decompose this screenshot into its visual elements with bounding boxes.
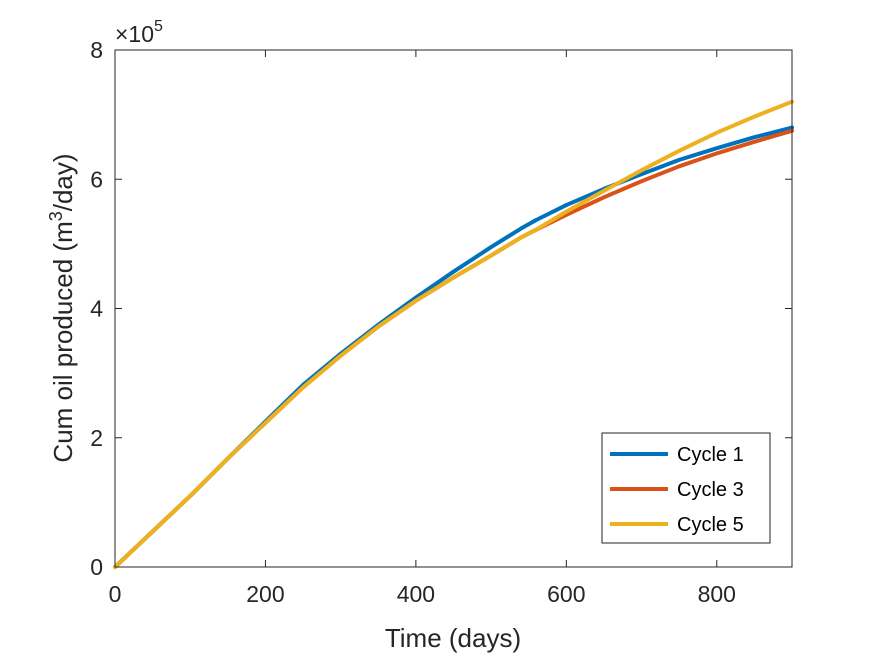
x-tick-label: 600	[547, 581, 585, 607]
x-axis-label: Time (days)	[385, 623, 521, 653]
y-axis-label: Cum oil produced (m3/day)	[46, 153, 78, 462]
legend-label: Cycle 5	[677, 514, 744, 536]
y-axis-label-sup: 3	[46, 211, 66, 221]
y-tick-label: 4	[90, 296, 103, 322]
x-tick-label: 200	[246, 581, 284, 607]
y-tick-label: 2	[90, 425, 103, 451]
y-multiplier-exponent: 5	[154, 18, 163, 35]
legend-entries: Cycle 1 Cycle 3 Cycle 5	[610, 444, 744, 536]
y-multiplier: ×105	[115, 18, 163, 47]
series-layer	[113, 99, 794, 569]
legend: Cycle 1 Cycle 3 Cycle 5	[601, 432, 771, 544]
y-tick-label: 8	[90, 37, 103, 63]
x-tick-label: 400	[397, 581, 435, 607]
x-tick-label: 0	[109, 581, 122, 607]
x-tick-label: 800	[698, 581, 736, 607]
legend-label: Cycle 3	[677, 479, 744, 501]
y-tick-label: 6	[90, 166, 103, 192]
legend-label: Cycle 1	[677, 444, 744, 466]
tick-layer: 0 200 400 600 800 0 2 4 6 8	[90, 37, 792, 607]
y-tick-label: 0	[90, 554, 103, 580]
y-multiplier-base: ×10	[115, 21, 154, 47]
series-line-cycle-5	[113, 99, 794, 569]
y-axis-label-tail: /day)	[48, 153, 78, 211]
y-axis-label-main: Cum oil produced (m	[48, 221, 78, 462]
